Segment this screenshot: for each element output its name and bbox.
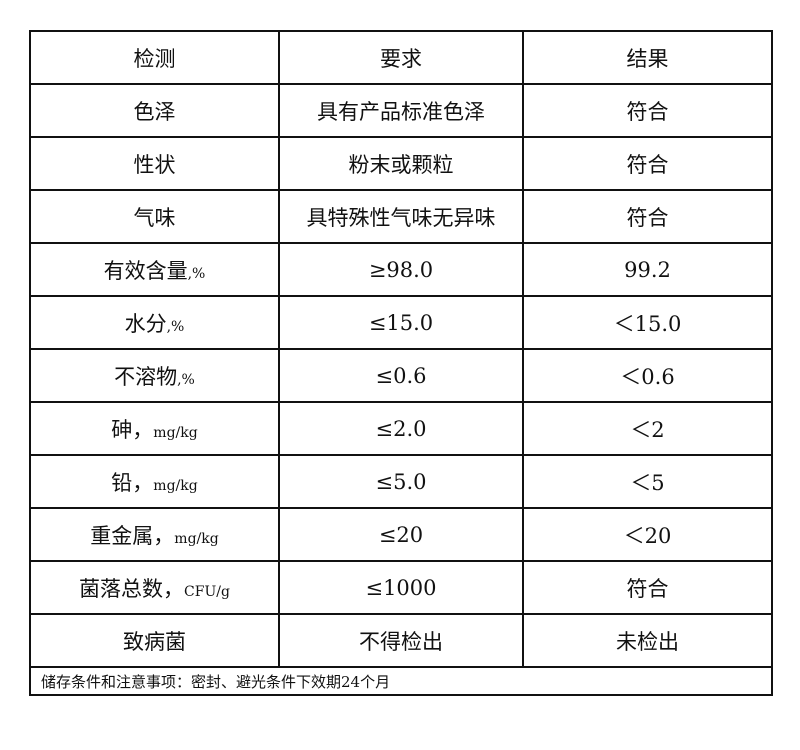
table-row: 色泽 具有产品标准色泽 符合 <box>29 83 773 138</box>
table-row: 砷，mg/kg ≤2.0 ＜2 <box>29 401 773 456</box>
item-unit: mg/kg <box>174 530 219 547</box>
item-unit: mg/kg <box>153 477 198 494</box>
requirement-cell: ≥98.0 <box>278 242 524 297</box>
item-name: 不溶物 <box>114 364 178 389</box>
table-row: 不溶物,% ≤0.6 ＜0.6 <box>29 348 773 403</box>
result-cell: ＜2 <box>522 401 773 456</box>
item-cell: 重金属，mg/kg <box>29 507 280 562</box>
item-cell: 有效含量,% <box>29 242 280 297</box>
item-unit: CFU/g <box>184 583 230 600</box>
table-row: 有效含量,% ≥98.0 99.2 <box>29 242 773 297</box>
result-cell: 99.2 <box>522 242 773 297</box>
result-cell: ＜20 <box>522 507 773 562</box>
table-row: 铅，mg/kg ≤5.0 ＜5 <box>29 454 773 509</box>
item-name: 色泽 <box>133 99 176 124</box>
item-name: 性状 <box>133 152 176 177</box>
header-result: 结果 <box>522 30 773 85</box>
requirement-cell: ≤5.0 <box>278 454 524 509</box>
item-unit: ,% <box>187 265 206 282</box>
item-unit: ,% <box>177 371 195 388</box>
result-cell: 符合 <box>522 560 773 615</box>
item-name: 重金属， <box>90 523 175 548</box>
table-row: 重金属，mg/kg ≤20 ＜20 <box>29 507 773 562</box>
item-cell: 致病菌 <box>29 613 280 668</box>
result-cell: ＜0.6 <box>522 348 773 403</box>
item-name: 气味 <box>133 205 176 230</box>
table-row: 气味 具特殊性气味无异味 符合 <box>29 189 773 244</box>
item-cell: 气味 <box>29 189 280 244</box>
table-row: 水分,% ≤15.0 ＜15.0 <box>29 295 773 350</box>
inspection-table: 检测 要求 结果 色泽 具有产品标准色泽 符合 性状 粉末或颗粒 符合 气味 具特殊性气味无异… <box>29 30 773 696</box>
item-cell: 砷，mg/kg <box>29 401 280 456</box>
requirement-cell: ≤15.0 <box>278 295 524 350</box>
table-row: 菌落总数，CFU/g ≤1000 符合 <box>29 560 773 615</box>
result-cell: 符合 <box>522 136 773 191</box>
table-row: 致病菌 不得检出 未检出 <box>29 613 773 668</box>
requirement-cell: 粉末或颗粒 <box>278 136 524 191</box>
result-cell: 符合 <box>522 83 773 138</box>
requirement-cell: ≤1000 <box>278 560 524 615</box>
requirement-cell: ≤20 <box>278 507 524 562</box>
result-cell: ＜5 <box>522 454 773 509</box>
requirement-cell: ≤2.0 <box>278 401 524 456</box>
item-unit: ,% <box>166 318 185 335</box>
item-name: 致病菌 <box>123 629 186 654</box>
requirement-cell: 不得检出 <box>278 613 524 668</box>
item-name: 菌落总数， <box>79 576 185 601</box>
item-unit: mg/kg <box>153 424 198 441</box>
item-cell: 性状 <box>29 136 280 191</box>
requirement-cell: 具有产品标准色泽 <box>278 83 524 138</box>
item-name: 砷， <box>111 417 154 442</box>
item-name: 水分 <box>124 311 167 336</box>
item-name: 有效含量 <box>103 258 188 283</box>
item-name: 铅， <box>111 470 154 495</box>
table-row: 性状 粉末或颗粒 符合 <box>29 136 773 191</box>
footer-row: 储存条件和注意事项：密封、避光条件下效期24个月 <box>29 666 773 696</box>
requirement-cell: ≤0.6 <box>278 348 524 403</box>
requirement-cell: 具特殊性气味无异味 <box>278 189 524 244</box>
item-cell: 水分,% <box>29 295 280 350</box>
header-row: 检测 要求 结果 <box>29 30 773 85</box>
header-requirement: 要求 <box>278 30 524 85</box>
storage-note: 储存条件和注意事项：密封、避光条件下效期24个月 <box>29 666 773 696</box>
result-cell: 未检出 <box>522 613 773 668</box>
header-item: 检测 <box>29 30 280 85</box>
result-cell: 符合 <box>522 189 773 244</box>
item-cell: 铅，mg/kg <box>29 454 280 509</box>
result-cell: ＜15.0 <box>522 295 773 350</box>
item-cell: 色泽 <box>29 83 280 138</box>
item-cell: 菌落总数，CFU/g <box>29 560 280 615</box>
item-cell: 不溶物,% <box>29 348 280 403</box>
